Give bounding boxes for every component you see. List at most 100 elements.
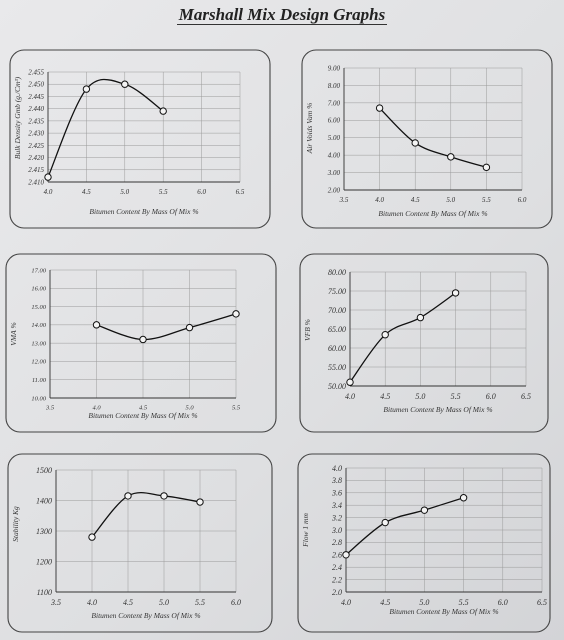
y-tick-label: 70.00	[328, 306, 346, 315]
y-tick-label: 2.4	[332, 563, 342, 572]
chart-frame	[301, 49, 553, 229]
y-axis-title: Flow 1 mm	[301, 513, 310, 548]
y-tick-label: 3.4	[331, 501, 342, 510]
data-point	[381, 518, 389, 527]
x-tick-label: 5.0	[159, 598, 169, 607]
y-tick-label: 2.445	[28, 93, 44, 101]
chart-frame	[297, 453, 551, 633]
y-tick-label: 80.00	[328, 268, 346, 277]
x-tick-label: 3.5	[45, 405, 55, 412]
x-tick-label: 6.5	[537, 598, 547, 607]
y-tick-label: 2.415	[28, 166, 44, 174]
chart-2: 3.5 4.0 4.5 5.0 5.5 6.0 2.00 3.00 4.00 5.00 6.00 7.…	[301, 49, 553, 229]
series-line	[47, 78, 164, 178]
x-tick-label: 5.0	[185, 405, 194, 412]
x-tick-label: 6.0	[231, 598, 241, 607]
y-axis-title: Bulk Density Gmb (g./Cm³)	[13, 76, 22, 159]
data-point	[232, 310, 240, 318]
y-tick-label: 1100	[37, 588, 52, 597]
data-point	[411, 139, 419, 147]
chart-6: 4.0 4.5 5.0 5.5 6.0 6.5 2.0 2.2 2.4 2.6 2.8 3.0 3.2 3…	[297, 453, 551, 633]
y-tick-label: 11.00	[32, 377, 47, 384]
y-tick-label: 3.00	[327, 169, 341, 177]
chart-5: 3.5 4.0 4.5 5.0 5.5 6.0 1100 1200 1300 1400 1500 Bi…	[7, 453, 273, 633]
y-tick-label: 2.0	[332, 588, 342, 597]
y-tick-label: 14.00	[31, 322, 46, 329]
x-axis-title: Bitumen Content By Mass Of Mix %	[389, 607, 498, 616]
x-tick-label: 5.5	[232, 405, 241, 412]
x-tick-label: 5.5	[159, 188, 168, 196]
y-tick-label: 2.425	[28, 142, 44, 150]
chart-3: 3.5 4.0 4.5 5.0 5.5 10.00 11.00 12.00 13.00 14.00…	[5, 253, 277, 433]
data-point	[82, 85, 91, 93]
x-tick-label: 4.0	[87, 598, 97, 607]
y-axis-title: VFB %	[303, 319, 312, 341]
y-tick-label: 3.0	[331, 526, 342, 535]
y-tick-label: 2.420	[28, 154, 44, 162]
y-tick-label: 2.8	[332, 538, 342, 547]
data-point	[416, 313, 425, 322]
data-point	[482, 163, 491, 172]
y-tick-label: 12.00	[31, 359, 46, 366]
data-point	[375, 104, 384, 112]
chart-frame	[7, 453, 273, 633]
data-point	[420, 506, 429, 514]
y-tick-label: 2.00	[328, 186, 341, 194]
series-line	[349, 292, 456, 383]
chart-frame	[299, 253, 549, 433]
data-point	[139, 335, 147, 344]
x-tick-label: 6.5	[236, 188, 245, 196]
y-tick-label: 2.6	[332, 551, 342, 560]
x-tick-label: 6.0	[518, 196, 527, 204]
x-tick-label: 5.5	[482, 196, 491, 204]
x-tick-label: 6.5	[521, 392, 531, 401]
y-tick-label: 2.430	[28, 130, 44, 138]
y-tick-label: 1200	[36, 557, 52, 566]
data-point	[121, 80, 129, 88]
x-tick-label: 5.0	[120, 188, 129, 196]
x-tick-label: 4.5	[411, 196, 420, 204]
y-tick-label: 4.00	[328, 152, 341, 160]
x-tick-label: 4.0	[375, 196, 384, 204]
x-tick-label: 5.5	[451, 392, 461, 401]
series-line	[345, 497, 464, 556]
x-tick-label: 4.5	[82, 188, 91, 196]
y-tick-label: 2.435	[28, 117, 44, 125]
data-point	[459, 494, 468, 502]
x-tick-label: 4.0	[44, 188, 53, 196]
y-tick-label: 2.450	[28, 81, 44, 89]
page-title: Marshall Mix Design Graphs	[176, 5, 388, 25]
y-tick-label: 65.00	[328, 325, 346, 334]
data-point	[160, 492, 168, 500]
y-tick-label: 2.2	[332, 575, 342, 584]
y-axis-title: Air Voids Vam %	[305, 103, 314, 155]
x-tick-label: 4.5	[123, 598, 133, 607]
x-tick-label: 4.5	[380, 392, 390, 401]
x-tick-label: 3.5	[339, 196, 349, 204]
x-axis-title: Bitumen Content By Mass Of Mix %	[88, 411, 197, 420]
y-tick-label: 6.00	[328, 117, 341, 125]
x-tick-label: 5.0	[415, 392, 425, 401]
y-tick-label: 8.00	[328, 82, 341, 90]
x-tick-label: 5.5	[195, 598, 205, 607]
x-tick-label: 6.0	[486, 392, 496, 401]
data-point	[92, 321, 101, 329]
data-point	[185, 323, 194, 332]
y-tick-label: 75.00	[328, 287, 346, 296]
data-point	[124, 492, 132, 500]
x-tick-label: 4.5	[380, 598, 390, 607]
y-tick-label: 2.440	[28, 105, 44, 113]
x-axis-title: Bitumen Content By Mass Of Mix %	[383, 405, 492, 414]
y-tick-label: 17.00	[31, 267, 46, 274]
data-point	[451, 289, 460, 297]
y-tick-label: 60.00	[328, 344, 346, 353]
x-tick-label: 6.0	[197, 188, 206, 196]
y-tick-label: 7.00	[328, 99, 341, 107]
data-point	[447, 153, 455, 161]
data-point	[342, 551, 350, 559]
y-tick-label: 13.00	[31, 340, 46, 347]
y-tick-label: 16.00	[31, 286, 46, 293]
x-tick-label: 5.0	[419, 598, 429, 607]
x-tick-label: 5.0	[446, 196, 455, 204]
